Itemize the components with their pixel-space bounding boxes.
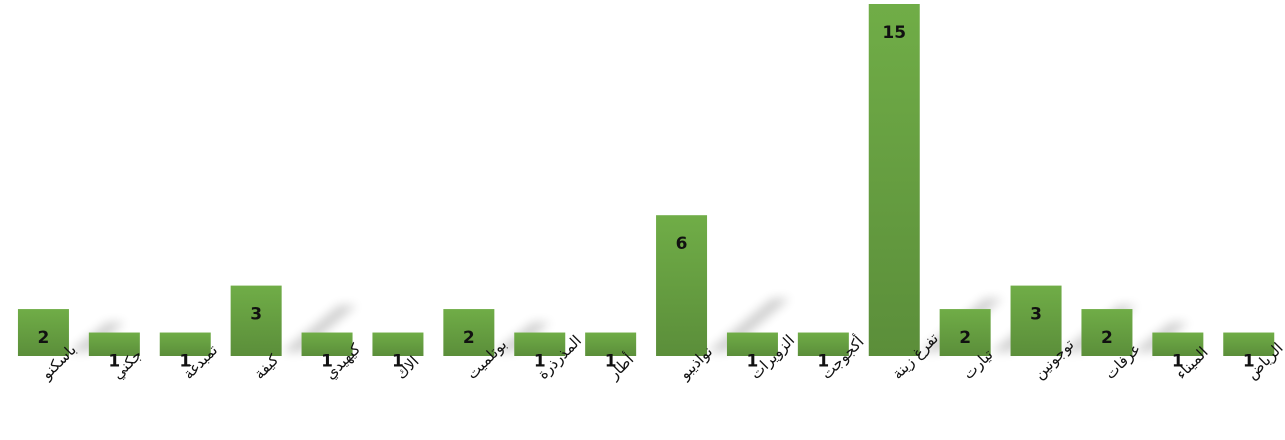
data-label: 3 xyxy=(250,305,262,325)
bar-shadow xyxy=(281,305,357,352)
data-label: 1 xyxy=(1243,352,1255,372)
bar xyxy=(656,215,708,356)
data-label: 15 xyxy=(882,23,906,43)
bar xyxy=(585,332,637,356)
bar xyxy=(726,332,778,356)
data-label: 1 xyxy=(534,352,546,372)
bar xyxy=(443,309,495,356)
data-label: 2 xyxy=(959,328,971,348)
bar xyxy=(372,332,424,356)
data-label: 2 xyxy=(1101,328,1113,348)
bar xyxy=(939,309,991,356)
bar xyxy=(1010,285,1062,356)
data-label: 1 xyxy=(1172,352,1184,372)
data-label: 1 xyxy=(392,352,404,372)
bar xyxy=(301,332,353,356)
data-label: 1 xyxy=(747,352,759,372)
data-label: 1 xyxy=(321,352,333,372)
data-label: 2 xyxy=(463,328,475,348)
bar xyxy=(17,309,69,356)
data-label: 6 xyxy=(676,234,688,254)
bar xyxy=(868,4,920,356)
bars-group xyxy=(17,4,1275,356)
bar xyxy=(1081,309,1133,356)
bar xyxy=(1223,332,1275,356)
data-label: 1 xyxy=(108,352,120,372)
data-label: 1 xyxy=(179,352,191,372)
data-label: 1 xyxy=(817,352,829,372)
bar xyxy=(230,285,282,356)
bar xyxy=(514,332,566,356)
bar xyxy=(1152,332,1204,356)
data-label: 3 xyxy=(1030,305,1042,325)
data-label: 1 xyxy=(605,352,617,372)
bar xyxy=(88,332,140,356)
bar xyxy=(159,332,211,356)
data-label: 2 xyxy=(38,328,50,348)
bar xyxy=(797,332,849,356)
